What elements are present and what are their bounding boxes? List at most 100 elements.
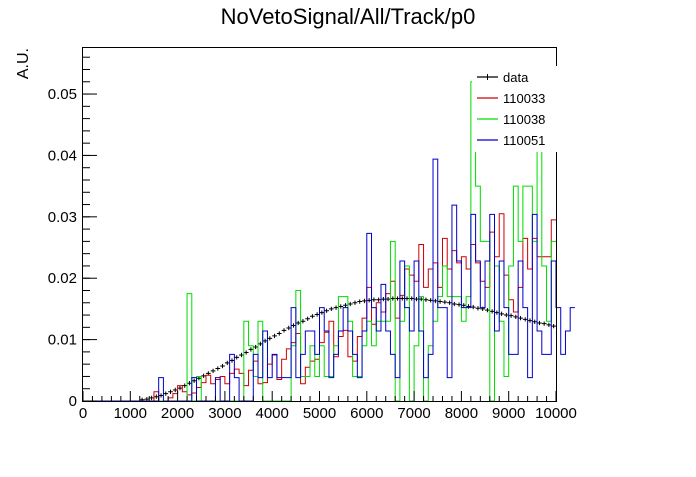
- data-point: [267, 336, 273, 341]
- series-line-110051: [83, 158, 575, 402]
- data-point: [258, 341, 263, 347]
- data-point: [182, 383, 188, 388]
- data-point: [352, 300, 358, 305]
- data-point: [168, 389, 173, 394]
- data-point: [153, 394, 159, 399]
- data-point: [423, 297, 429, 302]
- data-point: [428, 298, 434, 303]
- data-point: [177, 385, 183, 391]
- data-point: [187, 381, 192, 386]
- data-point: [451, 301, 457, 307]
- chart-title: NoVetoSignal/All/Track/p0: [221, 4, 476, 29]
- x-tick-label: 6000: [350, 405, 383, 422]
- y-tick-label: 0.01: [48, 332, 77, 349]
- data-point: [253, 344, 259, 350]
- data-point: [220, 363, 225, 369]
- x-tick-label: 8000: [445, 405, 478, 422]
- x-tick-label: 1000: [114, 405, 147, 422]
- data-point: [418, 296, 424, 302]
- data-point: [470, 304, 476, 310]
- x-tick-label: 9000: [492, 405, 525, 422]
- data-point: [234, 355, 240, 360]
- legend-label: 110033: [503, 91, 545, 106]
- data-point: [224, 360, 230, 366]
- data-point: [210, 368, 216, 374]
- x-tick-label: 4000: [256, 405, 289, 422]
- plot-frame: [82, 47, 557, 402]
- x-tick-label: 0: [79, 405, 87, 422]
- data-point: [343, 303, 348, 308]
- data-point: [276, 331, 282, 336]
- data-point: [513, 314, 519, 320]
- data-point: [541, 321, 547, 326]
- data-point: [347, 301, 353, 307]
- data-point: [390, 296, 396, 301]
- data-point: [319, 310, 325, 315]
- data-point: [357, 299, 363, 304]
- series-data: [83, 296, 556, 402]
- data-point: [404, 296, 410, 301]
- data-point: [447, 300, 452, 305]
- data-point: [281, 328, 287, 333]
- legend-label: 110038: [503, 112, 545, 127]
- data-point: [324, 308, 329, 313]
- data-point: [191, 378, 197, 383]
- data-point: [376, 297, 381, 302]
- data-point: [163, 391, 169, 396]
- data-point: [366, 298, 372, 303]
- x-tick-label: 7000: [397, 405, 430, 422]
- data-point: [310, 314, 315, 319]
- data-point: [158, 393, 164, 398]
- legend-label: 110051: [503, 133, 545, 148]
- axis-layer: 0 1000 2000 3000 4000 5000 6000 7000 8000 9000 100…: [48, 56, 577, 422]
- legend-label: data: [503, 70, 529, 85]
- data-point: [522, 317, 528, 322]
- series-110051: [83, 158, 575, 402]
- legend-entry-data: data: [477, 70, 529, 85]
- legend-entry-110051: 110051: [477, 133, 545, 148]
- data-point: [305, 316, 311, 321]
- data-point: [314, 312, 320, 317]
- data-point: [494, 310, 500, 315]
- x-tick-label: 3000: [208, 405, 241, 422]
- y-tick-label: 0.04: [48, 147, 77, 164]
- data-point: [328, 306, 334, 312]
- data-point: [489, 309, 495, 314]
- y-axis-label: A.U.: [15, 48, 32, 79]
- data-point: [295, 320, 301, 326]
- data-point: [380, 296, 386, 302]
- data-point: [291, 323, 296, 328]
- data-point: [499, 311, 504, 316]
- legend-entry-110033: 110033: [477, 91, 545, 106]
- y-axis: 0 0.01 0.02 0.03 0.04 0.05: [48, 56, 97, 410]
- data-point: [527, 318, 533, 323]
- data-point: [215, 366, 221, 371]
- data-point: [518, 315, 523, 321]
- data-point: [399, 296, 405, 301]
- data-point: [409, 296, 415, 301]
- legend-entry-110038: 110038: [477, 112, 545, 127]
- data-point: [551, 323, 556, 329]
- data-point: [537, 320, 542, 326]
- data-point: [508, 313, 514, 318]
- data-point: [546, 322, 552, 328]
- x-axis: 0 1000 2000 3000 4000 5000 6000 7000 8000 9000 100…: [79, 391, 577, 422]
- x-tick-label: 5000: [303, 405, 336, 422]
- data-point: [300, 319, 306, 324]
- data-point: [503, 312, 509, 318]
- data-point: [475, 306, 481, 311]
- x-tick-label: 2000: [161, 405, 194, 422]
- data-point: [201, 373, 206, 378]
- data-point: [243, 350, 249, 355]
- data-point: [532, 319, 538, 324]
- data-point: [272, 333, 277, 339]
- data-point: [395, 296, 400, 301]
- data-point: [239, 352, 244, 358]
- y-tick-label: 0.05: [48, 86, 77, 103]
- data-point: [149, 395, 154, 401]
- data-point: [485, 307, 490, 313]
- data-point: [371, 297, 377, 302]
- data-point: [229, 358, 235, 363]
